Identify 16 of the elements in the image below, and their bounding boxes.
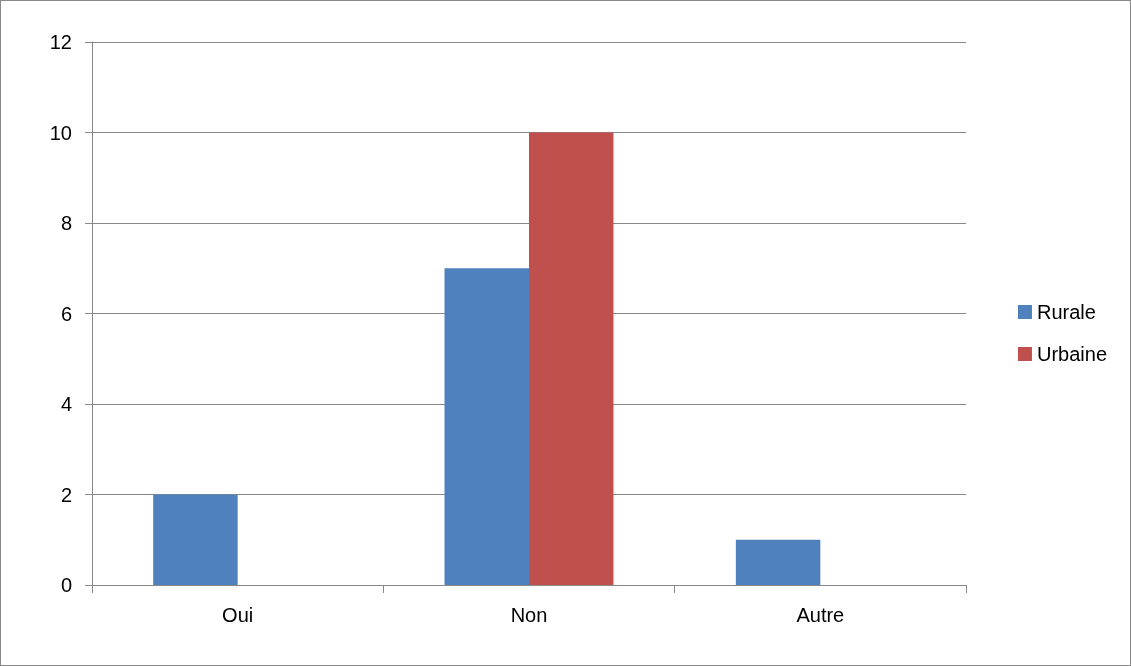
y-tick-label: 12 [49, 31, 72, 53]
bar [444, 268, 529, 585]
y-tick-label: 8 [60, 212, 72, 234]
y-tick-label: 6 [60, 302, 72, 325]
x-tick-label: Oui [222, 604, 254, 626]
y-tick-label: 10 [49, 121, 72, 144]
legend-label: Rurale [1036, 301, 1096, 323]
bar [153, 494, 238, 585]
y-tick-label: 2 [60, 483, 72, 506]
x-tick-label: Non [510, 604, 548, 626]
y-tick-label: 0 [60, 574, 72, 596]
legend-label: Urbaine [1036, 343, 1108, 365]
bar [529, 132, 614, 585]
y-tick-label: 4 [60, 393, 72, 415]
bar [735, 539, 821, 585]
x-tick-label: Autre [796, 604, 845, 626]
